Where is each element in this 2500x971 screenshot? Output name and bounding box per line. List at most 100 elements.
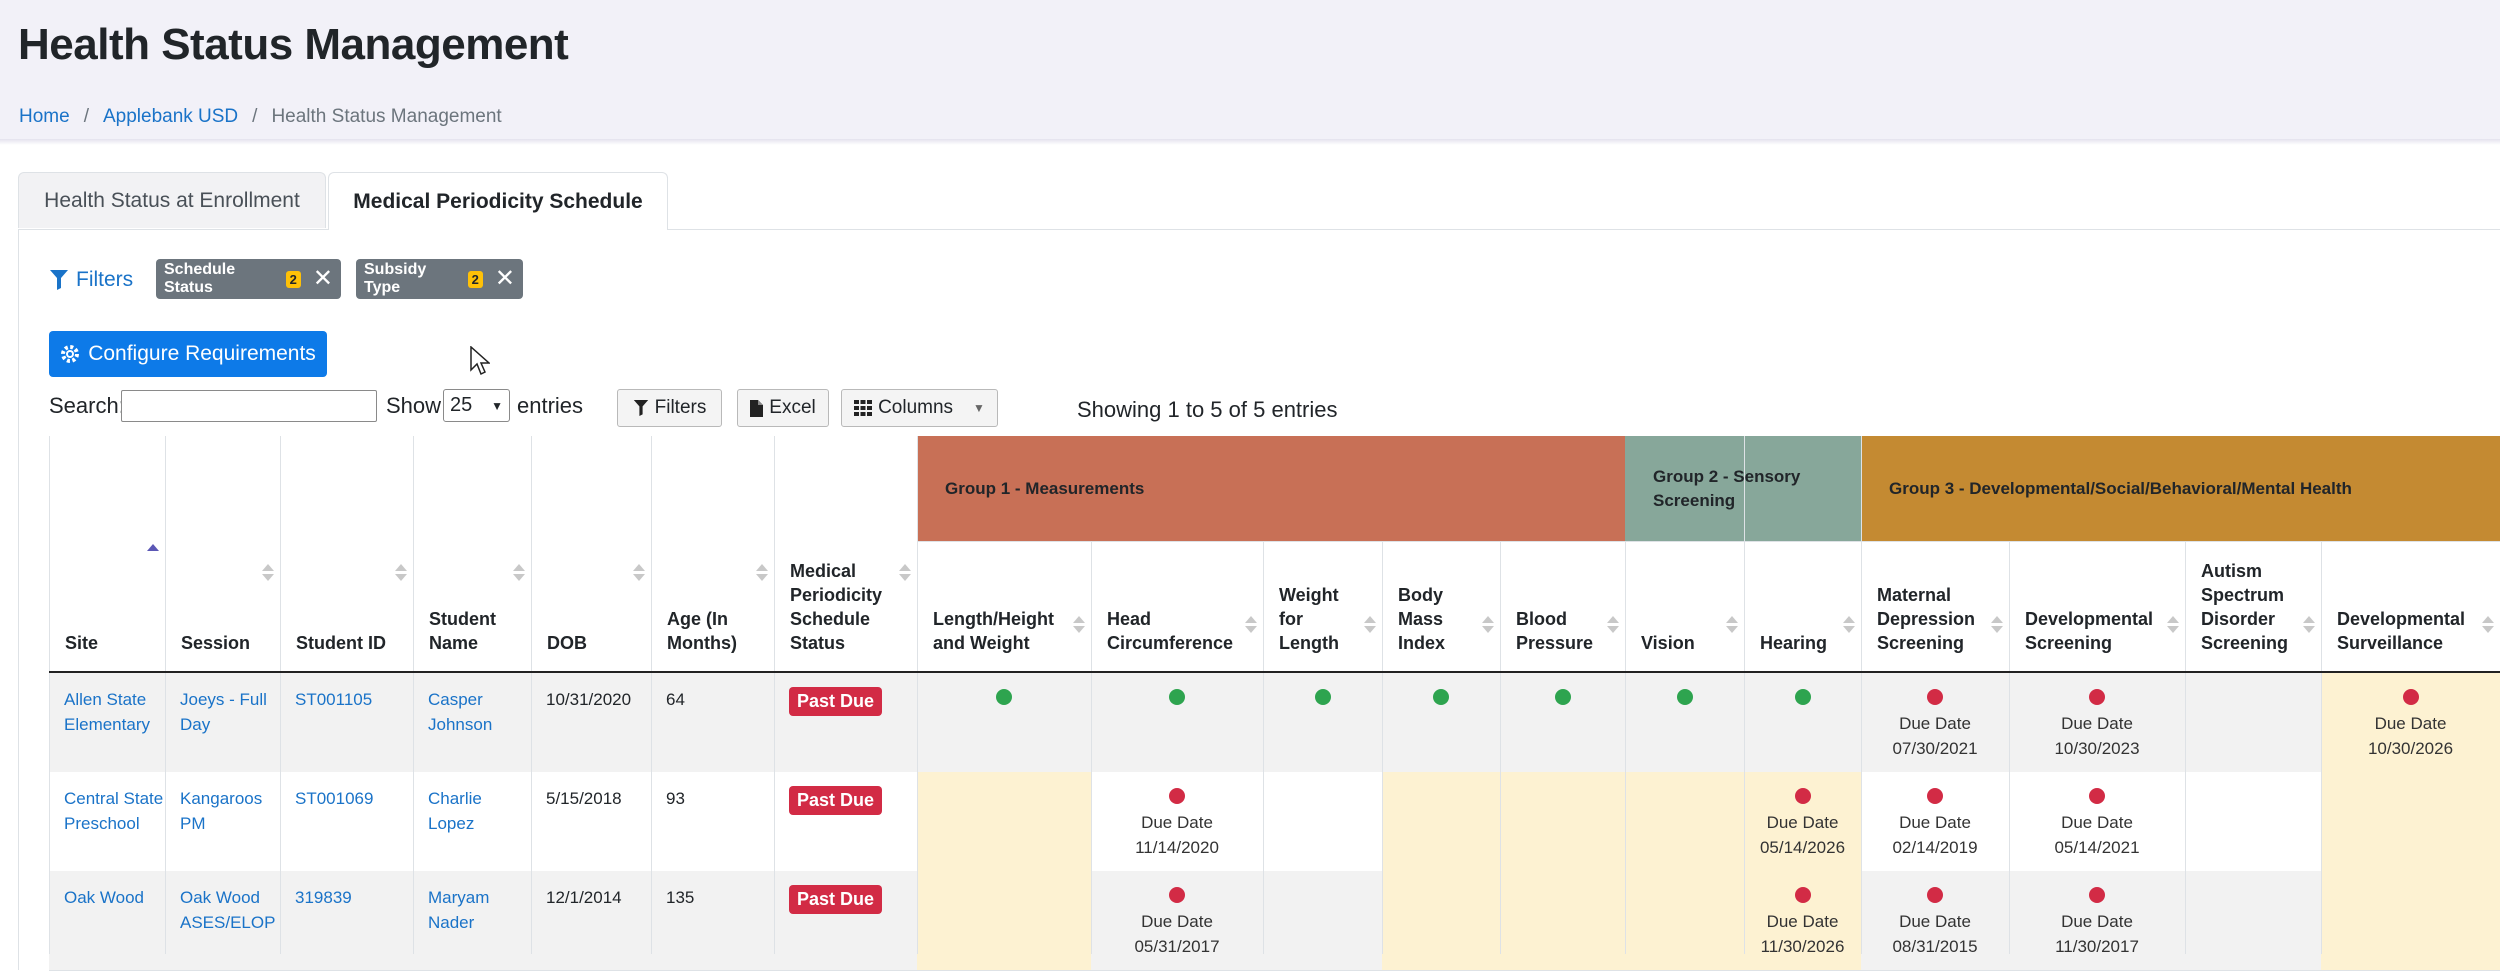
tab-medical-periodicity-schedule[interactable]: Medical Periodicity Schedule	[328, 172, 668, 230]
requirement-cell	[1500, 673, 1625, 772]
student-id-link[interactable]: ST001069	[295, 789, 374, 808]
column-divider	[2009, 673, 2010, 954]
status-badge: Past Due	[789, 786, 883, 815]
past-due-status-dot	[1927, 788, 1943, 804]
student-name-link[interactable]: Maryam Nader	[428, 888, 490, 932]
column-header-label: Body Mass Index	[1398, 585, 1446, 653]
requirement-cell: Due Date 11/30/2026	[1744, 871, 1861, 970]
site-link[interactable]: Central State Preschool	[64, 789, 164, 833]
column-divider	[917, 673, 918, 954]
table-cell: Central State Preschool	[49, 772, 165, 871]
table-cell: Oak Wood ASES/ELOP	[165, 871, 280, 970]
column-header[interactable]: Maternal Depression Screening	[1861, 541, 2009, 671]
past-due-status-dot	[2089, 887, 2105, 903]
column-header[interactable]: Student ID	[280, 436, 413, 671]
column-header[interactable]: Medical Periodicity Schedule Status	[774, 436, 917, 671]
requirement-cell	[917, 772, 1091, 871]
complete-status-dot	[1794, 689, 1811, 705]
requirement-cell	[2321, 871, 2500, 970]
table-cell: 135	[651, 871, 774, 970]
configure-requirements-label: Configure Requirements	[88, 342, 316, 365]
session-link[interactable]: Joeys - Full Day	[180, 690, 267, 734]
excel-label: Excel	[769, 397, 816, 418]
table-cell: Maryam Nader	[413, 871, 531, 970]
column-header-label: Student Name	[429, 609, 496, 653]
requirement-cell	[1263, 871, 1382, 970]
past-due-status-dot	[1927, 689, 1943, 705]
column-divider	[413, 673, 414, 954]
due-date: Due Date 05/14/2026	[1744, 810, 1861, 860]
column-header[interactable]: Hearing	[1744, 541, 1861, 671]
column-header[interactable]: Developmental Screening	[2009, 541, 2185, 671]
filters-toggle[interactable]: Filters	[50, 268, 133, 292]
complete-status-dot	[1433, 689, 1449, 705]
column-header[interactable]: DOB	[531, 436, 651, 671]
excel-export-button[interactable]: Excel	[737, 389, 829, 427]
requirement-cell	[1382, 871, 1500, 970]
student-id-link[interactable]: 319839	[295, 888, 352, 907]
column-header[interactable]: Site	[49, 436, 165, 671]
tab-health-status-enrollment[interactable]: Health Status at Enrollment	[18, 172, 326, 228]
status-badge: Past Due	[789, 885, 883, 914]
breadcrumb-home-link[interactable]: Home	[19, 106, 70, 127]
site-link[interactable]: Allen State Elementary	[64, 690, 150, 734]
session-link[interactable]: Oak Wood ASES/ELOP	[180, 888, 276, 932]
chip-remove-icon[interactable]: ✕	[494, 265, 515, 292]
column-header-label: Vision	[1641, 633, 1695, 653]
requirement-cell: Due Date 05/14/2021	[2009, 772, 2185, 871]
breadcrumb-district-link[interactable]: Applebank USD	[102, 106, 239, 127]
session-link[interactable]: Kangaroos PM	[180, 789, 263, 833]
due-date: Due Date 11/14/2020	[1091, 810, 1263, 860]
column-divider	[651, 673, 652, 954]
page-size-select[interactable]: 25 ▼	[443, 389, 510, 422]
due-date-label: Due Date	[1899, 714, 1971, 733]
past-due-status-dot	[1794, 887, 1811, 903]
column-header-label: Length/Height and Weight	[933, 609, 1054, 653]
search-input[interactable]	[121, 390, 377, 422]
filters-label: Filters	[76, 268, 134, 291]
page-size-value: 25	[450, 394, 473, 416]
column-divider	[1500, 673, 1501, 954]
chip-remove-icon[interactable]: ✕	[312, 265, 333, 292]
past-due-status-dot	[1169, 887, 1185, 903]
header-bottom-border	[49, 671, 2500, 673]
column-header[interactable]: Developmental Surveillance	[2321, 541, 2500, 671]
column-header-label: Age (In Months)	[667, 609, 737, 653]
column-header[interactable]: Age (In Months)	[651, 436, 774, 671]
file-icon	[750, 399, 764, 417]
filter-icon	[633, 400, 648, 416]
requirement-cell	[1263, 772, 1382, 871]
requirement-cell: Due Date 05/31/2017	[1091, 871, 1263, 970]
student-id-link[interactable]: ST001105	[295, 690, 373, 709]
table-filters-button[interactable]: Filters	[617, 389, 722, 427]
columns-button[interactable]: Columns ▼	[841, 389, 998, 427]
column-header[interactable]: Autism Spectrum Disorder Screening	[2185, 541, 2321, 671]
group-divider	[917, 541, 2500, 542]
column-header[interactable]: Session	[165, 436, 280, 671]
column-header[interactable]: Blood Pressure	[1500, 541, 1625, 671]
group-header-3: Group 3 - Developmental/Social/Behaviora…	[1861, 436, 2500, 541]
student-name-link[interactable]: Charlie Lopez	[428, 789, 482, 833]
column-header[interactable]: Head Circumference	[1091, 541, 1263, 671]
student-name-link[interactable]: Casper Johnson	[428, 690, 493, 734]
due-date: Due Date 11/30/2026	[1744, 909, 1861, 959]
requirement-cell	[1500, 772, 1625, 871]
column-header[interactable]: Length/Height and Weight	[917, 541, 1091, 671]
table-cell: 64	[651, 673, 774, 772]
column-header[interactable]: Vision	[1625, 541, 1744, 671]
column-header-label: Student ID	[296, 633, 386, 653]
site-link[interactable]: Oak Wood	[64, 888, 145, 907]
column-header-label: Autism Spectrum Disorder Screening	[2201, 561, 2289, 653]
column-header[interactable]: Student Name	[413, 436, 531, 671]
due-date-value: 10/30/2026	[2367, 739, 2454, 758]
column-header-label: Head Circumference	[1107, 609, 1234, 653]
column-header-label: Weight for Length	[1279, 585, 1339, 653]
due-date-value: 02/14/2019	[1892, 838, 1978, 857]
configure-requirements-button[interactable]: Configure Requirements	[49, 331, 327, 377]
past-due-status-dot	[2089, 788, 2105, 804]
past-due-status-dot	[2402, 689, 2419, 705]
due-date-value: 11/14/2020	[1135, 838, 1219, 857]
due-date: Due Date 11/30/2017	[2009, 909, 2185, 959]
column-header[interactable]: Weight for Length	[1263, 541, 1382, 671]
column-header[interactable]: Body Mass Index	[1382, 541, 1500, 671]
